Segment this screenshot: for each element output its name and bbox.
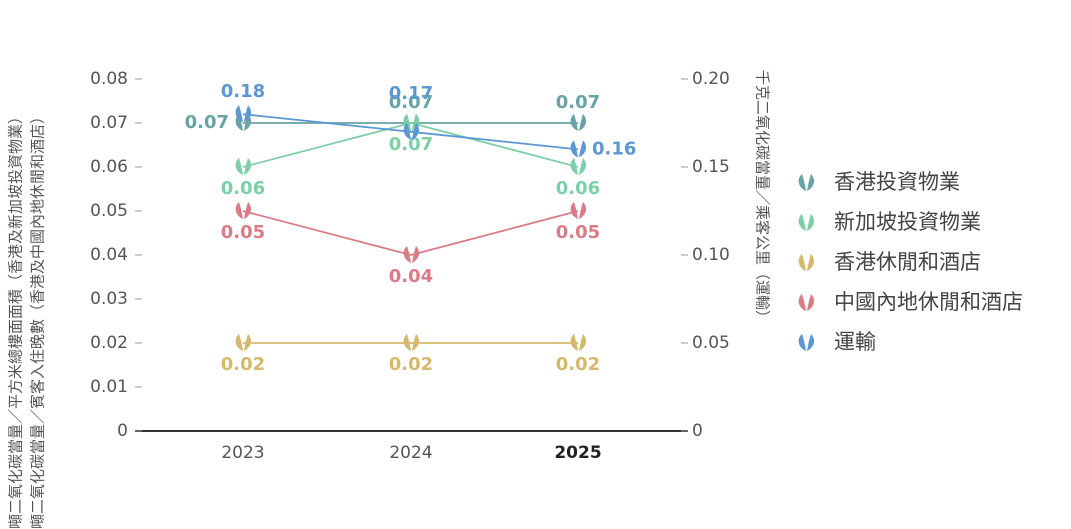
value-label: 0.07 — [556, 92, 600, 113]
value-label: 0.02 — [221, 354, 265, 375]
value-label: 0.05 — [221, 222, 265, 243]
y-tick-label: 0.05 — [90, 201, 128, 221]
y-axis-title: 噸二氧化碳當量／賓客入住晚數（香港及中國內地休閒和酒店） — [29, 109, 47, 529]
legend-label: 新加坡投資物業 — [834, 210, 981, 234]
marker — [235, 105, 252, 123]
value-label: 0.02 — [556, 354, 600, 375]
value-label: 0.16 — [592, 138, 636, 159]
series-line — [242, 113, 579, 151]
y-tick-label: 0 — [117, 421, 128, 441]
legend-label: 香港休閒和酒店 — [834, 250, 981, 274]
legend-marker — [798, 334, 815, 351]
y-axis-title: 噸二氧化碳當量／平方米總樓面面積（香港及新加坡投資物業） — [7, 109, 25, 529]
marker — [570, 158, 587, 175]
y2-axis-title: 千克二氧化碳當量／乘客公里（運輸） — [754, 70, 772, 325]
marker — [235, 158, 252, 175]
legend-label: 中國內地休閒和酒店 — [834, 290, 1023, 314]
legend-marker — [798, 294, 815, 311]
legend-marker — [798, 254, 815, 271]
legend-marker — [798, 214, 815, 231]
y-tick-label: 0.04 — [90, 245, 128, 265]
y-tick-label: 0.08 — [90, 69, 128, 89]
x-tick-label: 2024 — [389, 443, 432, 463]
series-line — [242, 210, 579, 256]
y2-tick-label: 0.20 — [692, 69, 730, 89]
marker — [570, 114, 587, 131]
y2-tick-label: 0.15 — [692, 157, 730, 177]
x-tick-label: 2025 — [554, 443, 601, 463]
value-label: 0.07 — [185, 112, 229, 133]
y2-tick-label: 0.05 — [692, 333, 730, 353]
series-line — [242, 122, 579, 168]
value-label: 0.02 — [389, 354, 433, 375]
value-label: 0.17 — [389, 83, 433, 104]
y2-tick-label: 0 — [692, 421, 703, 441]
marker — [570, 334, 587, 351]
marker — [403, 246, 420, 263]
legend-marker — [798, 174, 815, 191]
y-tick-label: 0.06 — [90, 157, 128, 177]
value-label: 0.06 — [556, 178, 600, 199]
value-label: 0.07 — [389, 134, 433, 155]
legend-label: 香港投資物業 — [834, 170, 960, 194]
y-tick-label: 0.02 — [90, 333, 128, 353]
y-tick-label: 0.03 — [90, 289, 128, 309]
legend-label: 運輸 — [834, 330, 876, 354]
value-label: 0.06 — [221, 178, 265, 199]
value-label: 0.04 — [389, 266, 433, 287]
marker — [403, 122, 420, 140]
marker — [235, 202, 252, 219]
marker — [570, 202, 587, 219]
marker — [403, 334, 420, 351]
y-tick-label: 0.07 — [90, 113, 128, 133]
value-label: 0.05 — [556, 222, 600, 243]
x-tick-label: 2023 — [221, 443, 264, 463]
y2-tick-label: 0.10 — [692, 245, 730, 265]
value-label: 0.07 — [389, 92, 433, 113]
value-label: 0.18 — [221, 81, 265, 102]
marker — [235, 334, 252, 351]
y-tick-label: 0.01 — [90, 377, 128, 397]
marker — [570, 140, 587, 158]
